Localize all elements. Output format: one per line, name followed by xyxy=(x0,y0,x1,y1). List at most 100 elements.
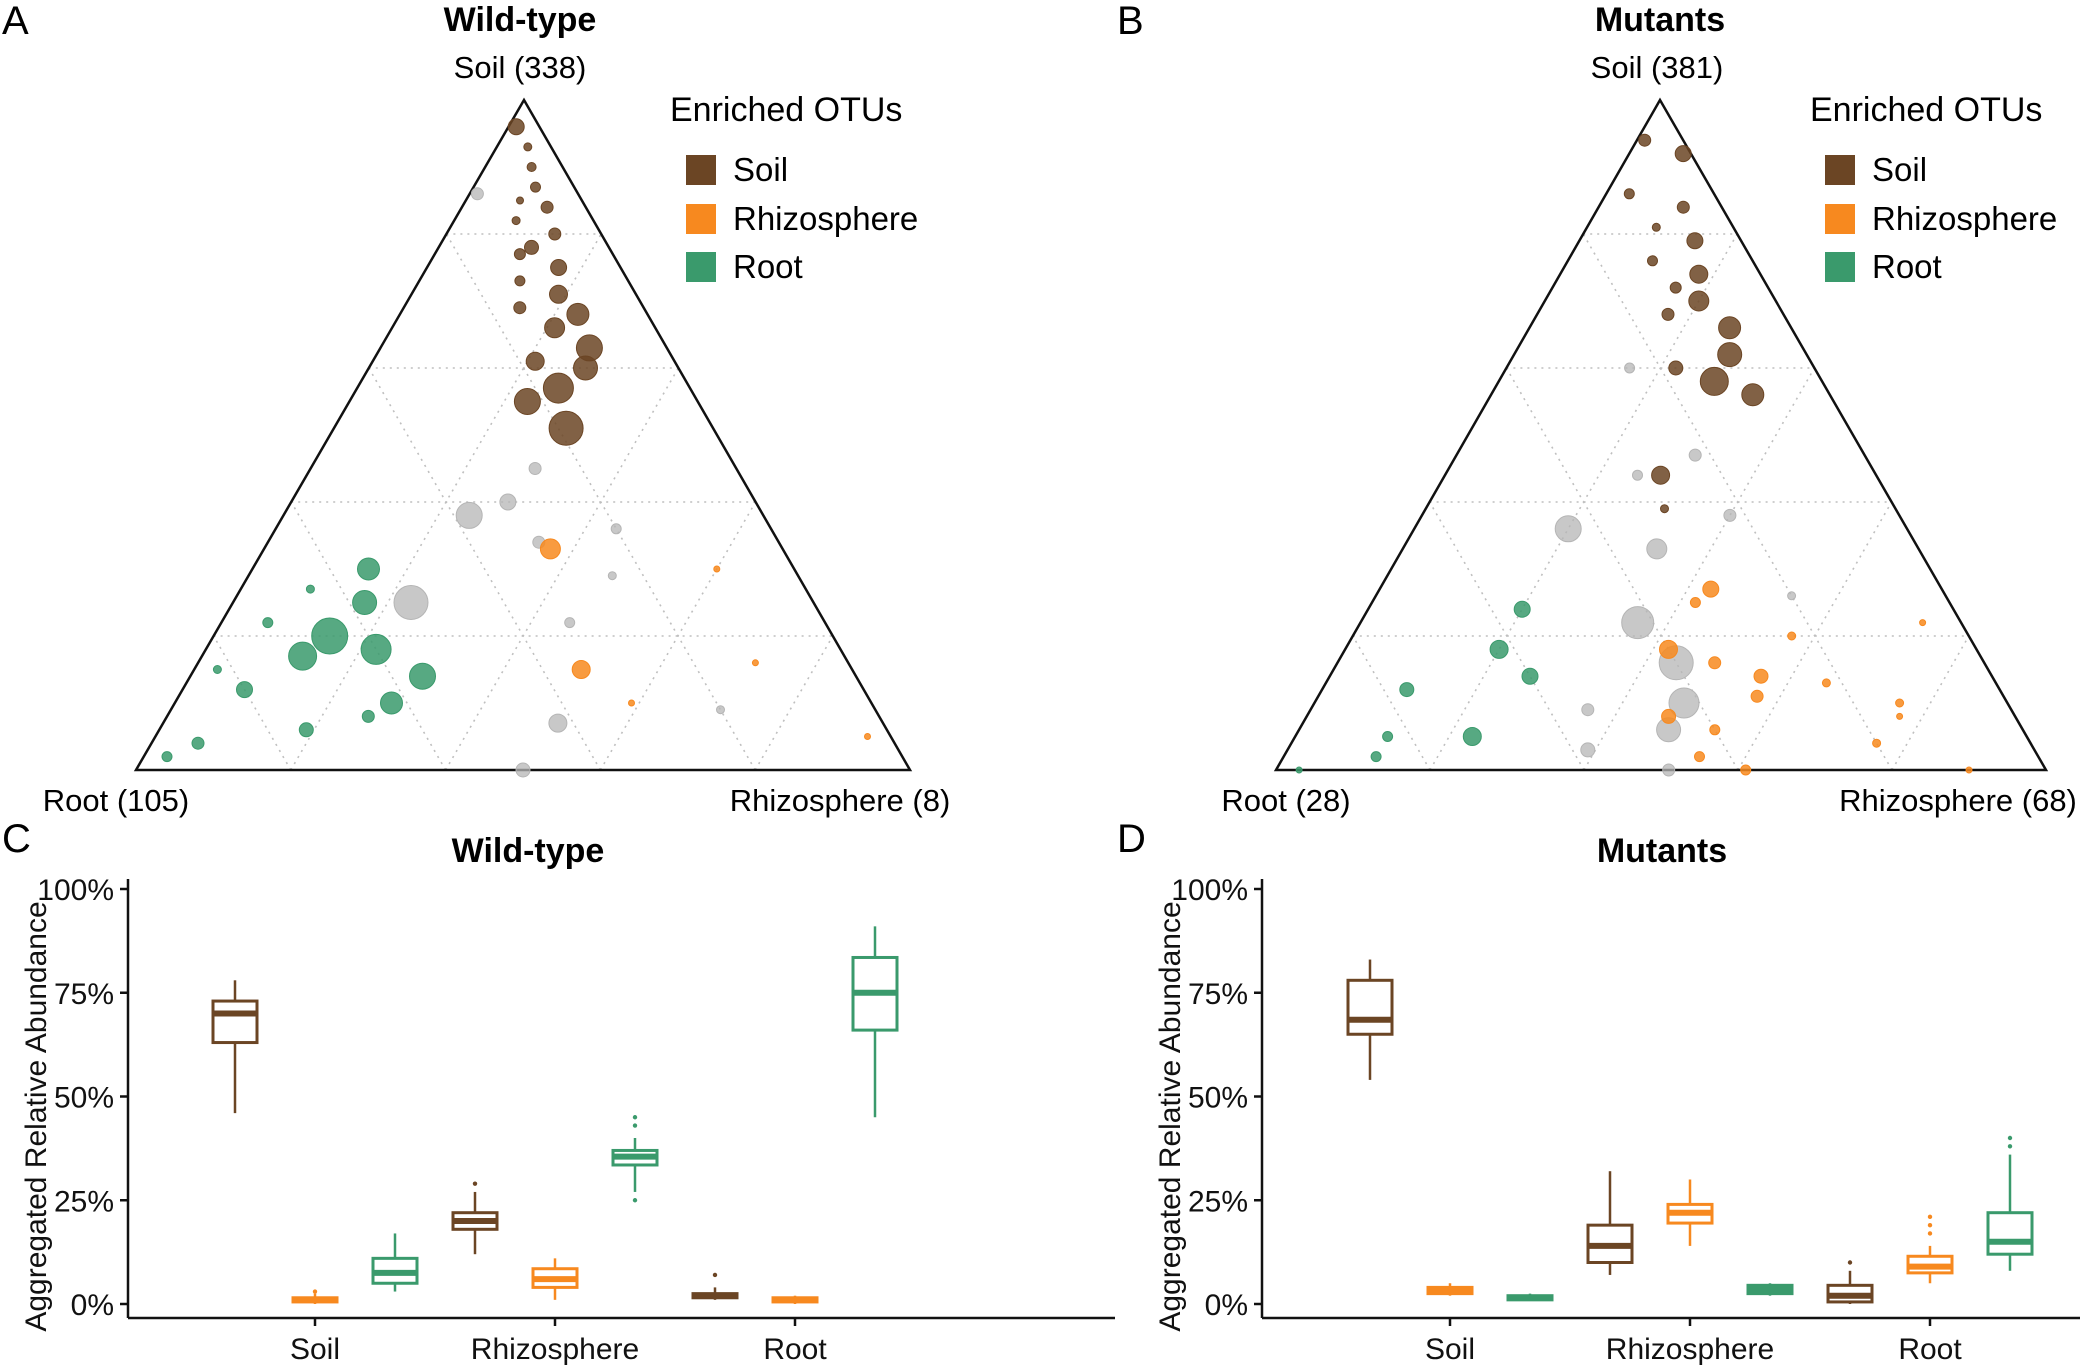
apex-label-soil-a: Soil (338) xyxy=(454,50,587,85)
otu-point-soil-b xyxy=(1741,383,1765,407)
otu-point-root-b xyxy=(1489,639,1509,659)
ternary-gridline-b xyxy=(1428,501,1585,771)
box-rhizosphere-soil-c xyxy=(291,1289,339,1304)
ternary-gridline-a xyxy=(754,635,834,771)
x-tick-label-c: Soil xyxy=(290,1333,340,1366)
legend-label-rhizosphere-b: Rhizosphere xyxy=(1872,200,2057,237)
otu-point-soil-a xyxy=(544,317,566,339)
otu-point-rhizosphere-b xyxy=(1895,698,1905,708)
otu-point-not-enriched-a xyxy=(515,762,531,778)
box-plot-d: 0% 25% 50% 75% 100%Aggregated Relative Abund… xyxy=(1154,874,2080,1366)
box-iqr xyxy=(1346,978,1394,1036)
otu-point-not-enriched-a xyxy=(548,713,568,733)
legend-label-root-b: Root xyxy=(1872,248,1942,285)
otu-point-rhizosphere-b xyxy=(1659,639,1678,659)
otu-point-not-enriched-a xyxy=(564,617,576,629)
panel-a: A Wild-type Soil (338) Root (105) Rhizos… xyxy=(2,0,950,818)
panel-letter-b: B xyxy=(1117,0,1144,43)
otu-point-soil-a xyxy=(511,216,521,226)
y-tick-label-c: 0% xyxy=(71,1289,114,1322)
otu-point-not-enriched-b xyxy=(1662,763,1676,777)
otu-point-root-a xyxy=(191,736,205,750)
otu-point-rhizosphere-b xyxy=(1821,678,1831,688)
otu-point-root-a xyxy=(298,722,314,738)
ternary-gridline-b xyxy=(1737,501,1893,771)
box-outlier xyxy=(712,1272,718,1278)
otu-point-not-enriched-b xyxy=(1621,606,1655,640)
y-axis-label-d: Aggregated Relative Abundance xyxy=(1154,901,1187,1331)
apex-label-rhizosphere-a: Rhizosphere (8) xyxy=(730,783,951,818)
otu-point-soil-a xyxy=(548,410,584,446)
y-tick-label-d: 100% xyxy=(1171,874,1248,907)
otu-point-not-enriched-b xyxy=(1646,538,1668,560)
otu-point-root-a xyxy=(409,662,436,690)
y-tick-label-c: 75% xyxy=(54,978,114,1011)
box-outlier xyxy=(1847,1260,1853,1265)
ternary-title-b: Mutants xyxy=(1595,1,1725,39)
box-outlier xyxy=(632,1115,638,1120)
box-soil-rhizosphere-c xyxy=(451,1181,499,1255)
otu-point-root-a xyxy=(288,641,318,671)
otu-point-not-enriched-a xyxy=(393,585,429,620)
otu-point-soil-a xyxy=(530,181,541,193)
otu-point-soil-a xyxy=(566,302,590,326)
legend-title-a: Enriched OTUs xyxy=(670,91,902,129)
y-axis-label-c: Aggregated Relative Abundance xyxy=(20,901,53,1331)
otu-point-root-b xyxy=(1295,766,1303,774)
ternary-gridline-a xyxy=(599,501,757,771)
otu-point-soil-a xyxy=(513,248,526,261)
legend-label-soil-b: Soil xyxy=(1872,151,1927,188)
otu-point-soil-a xyxy=(513,301,527,315)
otu-point-soil-a xyxy=(507,118,525,136)
box-iqr xyxy=(211,999,259,1045)
otu-point-not-enriched-a xyxy=(607,571,617,581)
otu-point-soil-a xyxy=(550,259,568,276)
otu-point-root-a xyxy=(361,709,375,723)
otu-point-soil-b xyxy=(1676,200,1690,214)
ternary-gridline-b xyxy=(1583,367,1816,771)
ternary-gridline-b xyxy=(1505,367,1739,771)
otu-point-rhizosphere-b xyxy=(1753,668,1769,684)
otu-point-not-enriched-b xyxy=(1787,591,1797,601)
legend-swatch-soil-a xyxy=(686,155,716,185)
otu-point-not-enriched-b xyxy=(1581,703,1595,717)
otu-point-soil-b xyxy=(1686,232,1704,250)
otu-point-soil-b xyxy=(1668,360,1684,376)
otu-point-root-a xyxy=(360,633,392,665)
otu-point-soil-a xyxy=(523,142,533,152)
otu-point-rhizosphere-b xyxy=(1750,689,1764,703)
otu-point-rhizosphere-b xyxy=(1689,597,1701,608)
ternary-plot-b xyxy=(1273,97,2049,777)
otu-point-soil-a xyxy=(548,227,562,241)
x-tick-label-d: Root xyxy=(1898,1333,1962,1366)
ternary-gridline-a xyxy=(212,635,292,771)
otu-point-rhizosphere-a xyxy=(713,565,721,573)
legend-title-b: Enriched OTUs xyxy=(1810,91,2042,129)
y-tick-label-c: 100% xyxy=(37,874,114,907)
otu-point-soil-a xyxy=(513,388,541,415)
otu-point-root-b xyxy=(1521,667,1539,685)
otu-point-soil-b xyxy=(1660,504,1669,514)
box-outlier xyxy=(1927,1231,1933,1236)
otu-point-root-a xyxy=(305,584,315,594)
otu-point-not-enriched-b xyxy=(1723,508,1737,522)
otu-point-root-b xyxy=(1399,682,1415,698)
otu-point-rhizosphere-b xyxy=(1661,708,1677,724)
otu-point-soil-a xyxy=(526,162,537,172)
otu-point-root-a xyxy=(212,665,222,674)
otu-point-rhizosphere-b xyxy=(1787,631,1797,641)
legend-label-root-a: Root xyxy=(733,248,803,285)
box-rhizosphere-rhizosphere-c xyxy=(531,1258,579,1300)
otu-point-not-enriched-b xyxy=(1580,742,1596,758)
box-outlier xyxy=(472,1181,478,1186)
otu-point-not-enriched-b xyxy=(1632,469,1643,481)
box-outlier xyxy=(632,1198,638,1203)
otu-point-soil-b xyxy=(1647,255,1658,267)
legend-swatch-root-a xyxy=(686,252,716,282)
otu-point-soil-b xyxy=(1623,188,1635,200)
otu-point-not-enriched-a xyxy=(528,462,542,475)
otu-point-soil-b xyxy=(1651,465,1671,485)
ternary-grid-b xyxy=(1352,233,1970,771)
apex-label-soil-b: Soil (381) xyxy=(1591,50,1724,85)
